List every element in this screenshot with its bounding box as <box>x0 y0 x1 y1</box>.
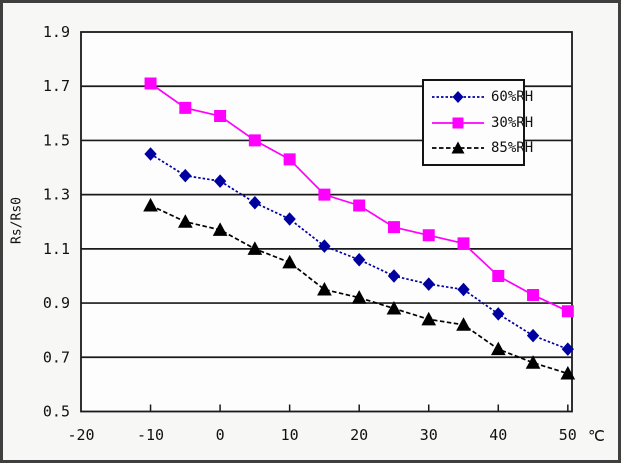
series-85%RH-triangle-marker <box>177 214 193 228</box>
series-85%RH-triangle-marker <box>560 366 576 380</box>
series-30%RH-square-marker <box>422 229 435 242</box>
x-tick-label: 20 <box>350 426 368 444</box>
series-30%RH-square-marker <box>457 237 470 250</box>
x-axis-unit-label: ℃ <box>588 427 605 445</box>
x-tick-label: -20 <box>67 426 94 444</box>
triangle-icon <box>451 141 465 154</box>
legend-60rh-diamond-marker-icon <box>432 90 484 103</box>
chart-legend: 60%RH 30%RH 85%RH <box>422 79 533 166</box>
y-tick-label: 1.5 <box>43 131 70 149</box>
series-85%RH-triangle-marker <box>317 281 332 296</box>
series-60%RH-diamond-marker <box>144 147 157 161</box>
y-tick-label: 1.3 <box>43 186 70 204</box>
series-30%RH-square-marker <box>144 77 157 90</box>
y-tick-label: 1.1 <box>43 240 70 258</box>
x-tick-label: 50 <box>559 426 577 444</box>
y-tick-label: 0.9 <box>43 294 70 312</box>
series-60%RH-diamond-marker <box>248 196 262 210</box>
y-axis-title: Rs/Rs0 <box>9 197 25 244</box>
y-tick-label: 1.9 <box>43 23 70 41</box>
series-30%RH-square-marker <box>527 288 540 301</box>
series-60%RH-diamond-marker <box>492 307 505 321</box>
series-85%RH-triangle-marker <box>212 222 228 236</box>
series-85%RH-triangle-marker <box>282 254 297 269</box>
series-30%RH-square-marker <box>492 269 505 282</box>
legend-label: 85%RH <box>491 140 534 157</box>
legend-item-30rh: 30%RH <box>430 110 533 136</box>
legend-label: 30%RH <box>491 114 534 131</box>
series-85%RH-triangle-marker <box>351 290 367 304</box>
legend-item-60rh: 60%RH <box>430 84 533 110</box>
series-60%RH-diamond-marker <box>213 174 227 188</box>
series-85%RH-triangle-marker <box>421 311 437 326</box>
square-icon <box>452 117 464 128</box>
series-60%RH-diamond-marker <box>561 342 575 356</box>
y-tick-label: 1.7 <box>43 77 70 95</box>
x-tick-label: -10 <box>137 426 164 444</box>
series-30%RH-square-marker <box>179 101 192 114</box>
x-tick-label: 30 <box>420 426 438 444</box>
series-60%RH-diamond-marker <box>353 252 366 267</box>
plot-border <box>80 31 573 413</box>
series-30%RH-square-marker <box>283 153 296 166</box>
series-85%RH-triangle-marker <box>386 300 402 315</box>
series-60%RH-diamond-marker <box>318 239 331 253</box>
y-tick-label: 0.5 <box>43 403 70 421</box>
series-30%RH-square-marker <box>353 199 366 212</box>
series-30%RH-square-marker <box>387 221 400 234</box>
series-60%RH-diamond-marker <box>422 277 435 291</box>
diamond-icon <box>452 90 464 103</box>
series-85%RH-triangle-marker <box>143 197 158 212</box>
x-tick-label: 0 <box>216 426 225 444</box>
series-30%RH-square-marker <box>561 305 574 318</box>
series-60%RH-diamond-marker <box>457 282 470 297</box>
legend-30rh-square-marker-icon <box>432 117 484 128</box>
series-30%RH-square-marker <box>318 188 331 201</box>
x-tick-label: 10 <box>281 426 299 444</box>
series-60%RH-diamond-marker <box>387 269 401 283</box>
series-85%RH-triangle-marker <box>456 317 471 331</box>
y-tick-label: 0.7 <box>43 348 70 366</box>
series-85%RH-triangle-marker <box>247 241 263 255</box>
series-60%RH-diamond-marker <box>526 328 540 343</box>
series-60%RH-diamond-marker <box>283 212 296 226</box>
x-tick-label: 40 <box>489 426 507 444</box>
legend-85rh-triangle-marker-icon <box>432 141 484 154</box>
line-chart-svg: 0.5 0.7 0.9 1.1 1.3 1.5 1.7 1.9 -20 -10 0 10 20 30 40 5… <box>43 23 577 444</box>
series-85%RH-triangle-marker <box>490 341 506 356</box>
legend-label: 60%RH <box>491 88 534 105</box>
series-60%RH-diamond-marker <box>179 168 192 183</box>
series-30%RH-square-marker <box>248 134 261 147</box>
series-85%RH-triangle-marker <box>525 355 541 369</box>
legend-item-85rh: 85%RH <box>430 135 533 161</box>
series-30%RH-square-marker <box>214 110 227 123</box>
